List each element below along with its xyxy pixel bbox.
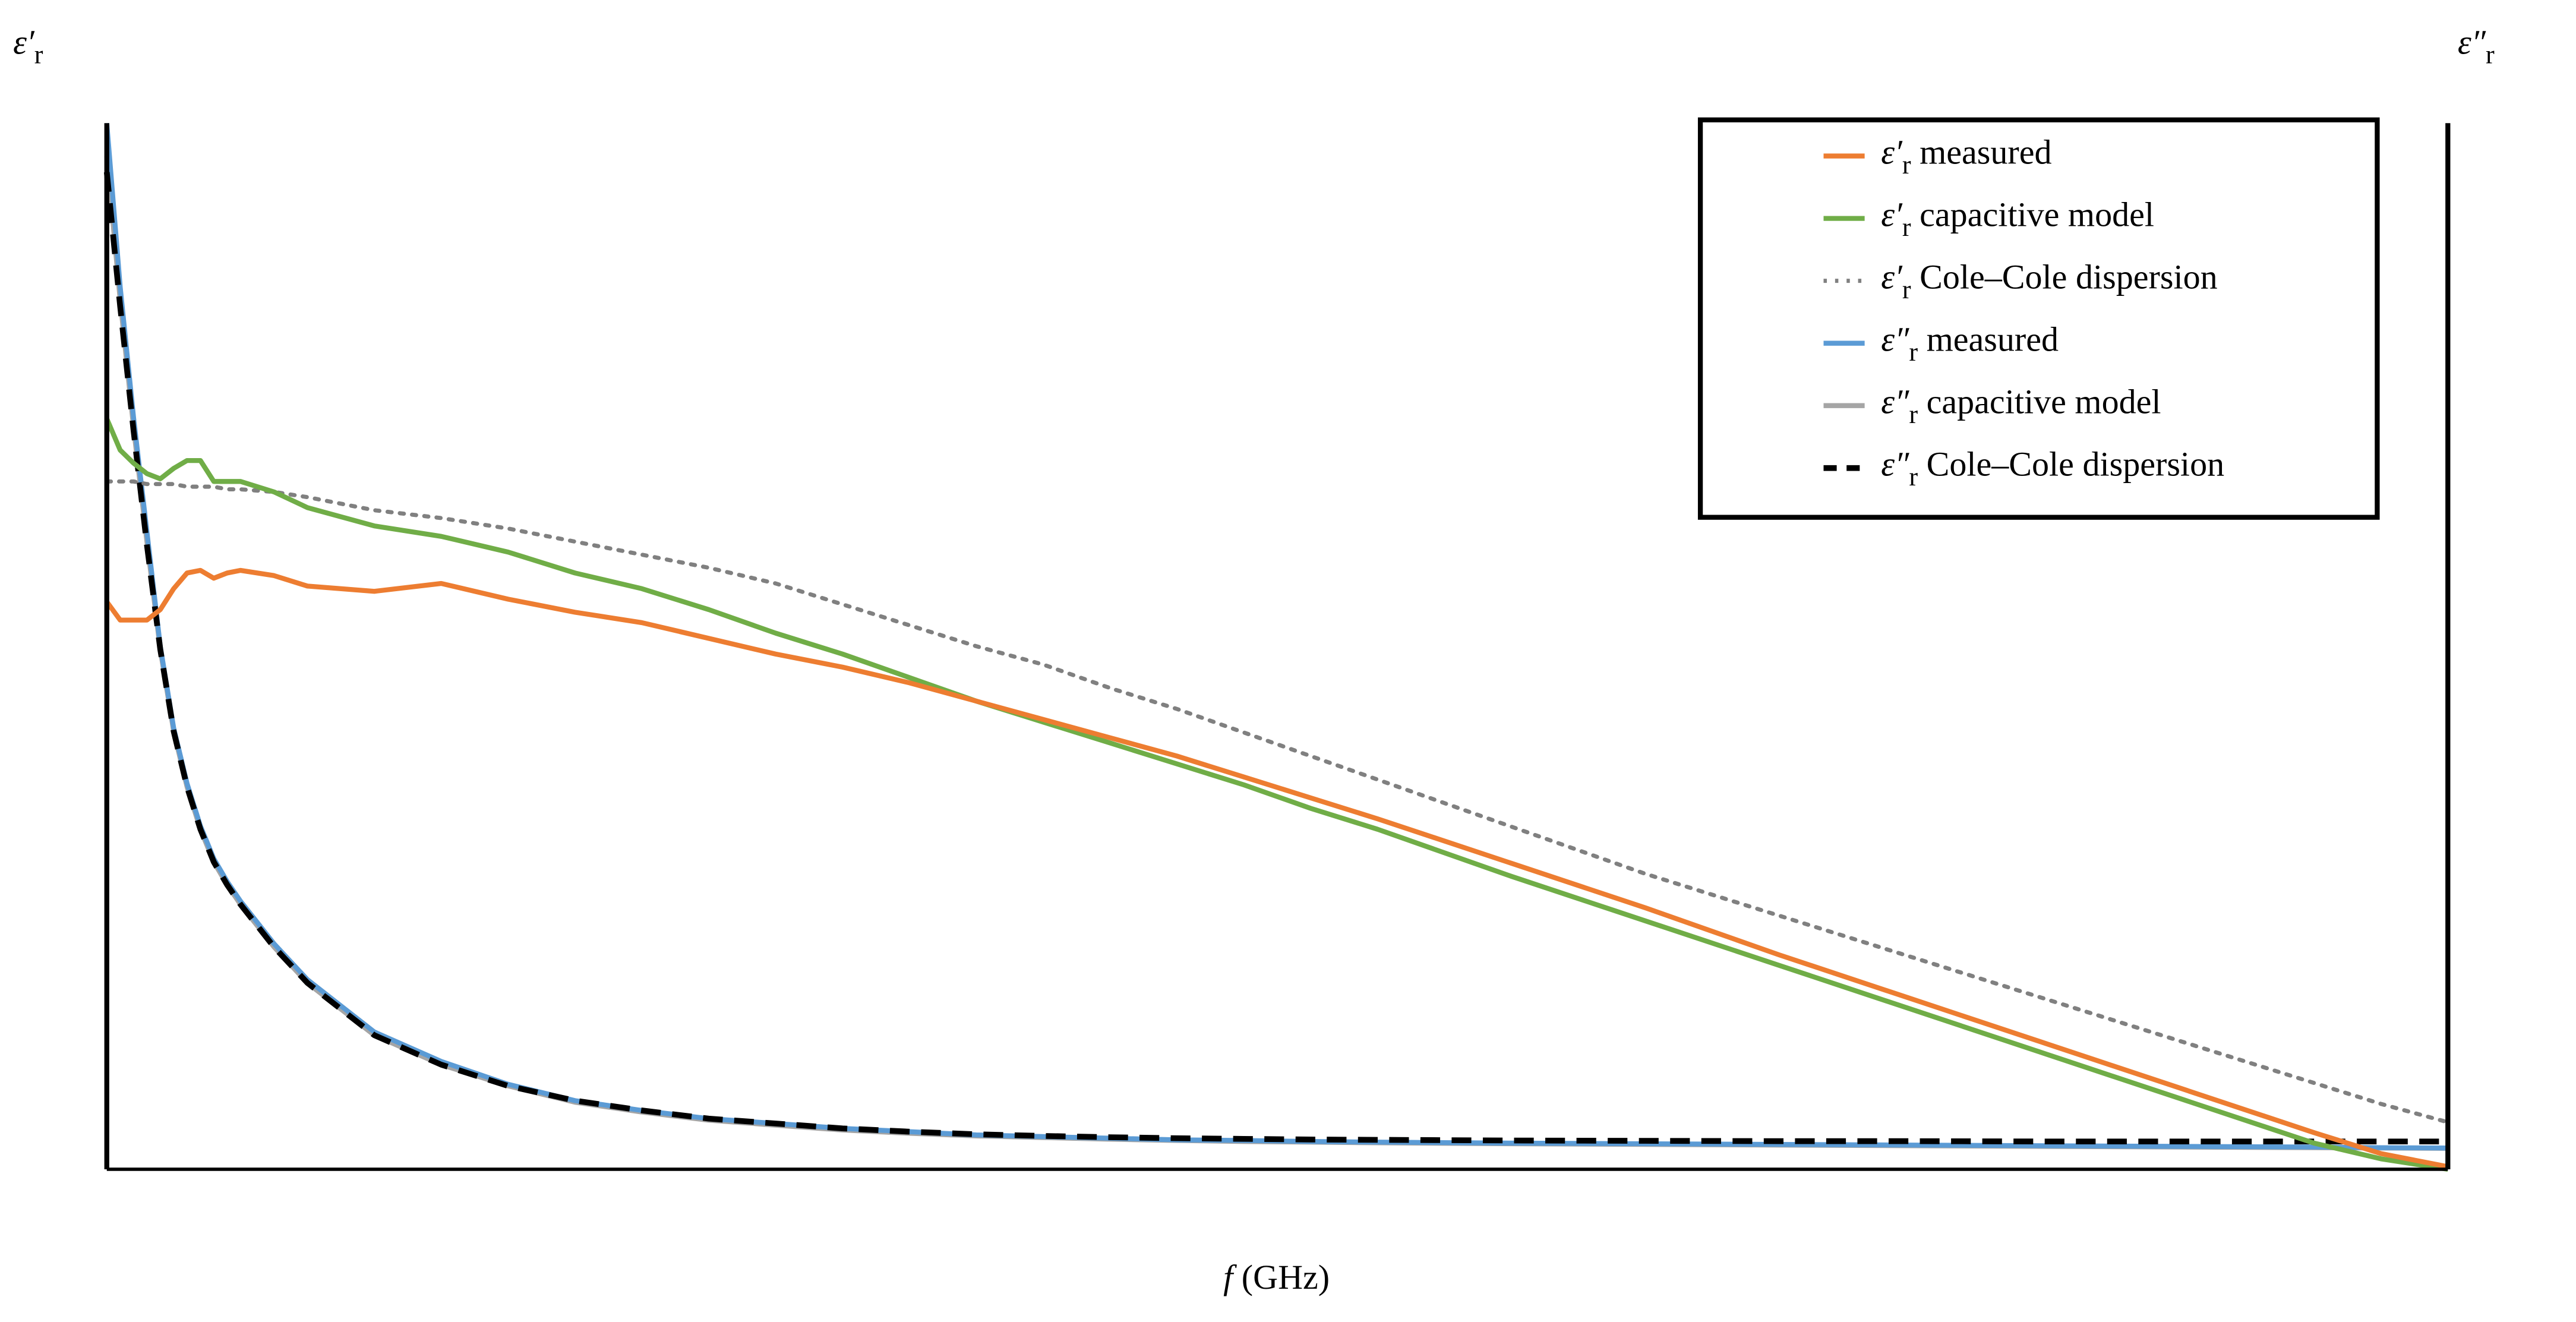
legend-label: ε″r measured: [1881, 320, 2059, 367]
legend-label: ε′r capacitive model: [1881, 195, 2154, 242]
legend-label: ε′r measured: [1881, 133, 2051, 179]
legend-label: ε′r Cole–Cole dispersion: [1881, 258, 2217, 304]
legend: ε′r measured ε′r capacitive model ε′r Cole…: [1697, 117, 2380, 520]
axes: ε′r ε″r f (GHz): [13, 23, 2495, 1296]
data-line: [105, 479, 2450, 1125]
data-line: [103, 172, 2448, 1145]
x-axis-title: f (GHz): [1223, 1258, 1330, 1296]
legend-label: ε″r capacitive model: [1881, 383, 2161, 429]
data-line: [105, 567, 2449, 1169]
legend-box: [1697, 117, 2380, 520]
data-line: [104, 418, 2448, 1172]
y2-axis-title: ε″r: [2458, 23, 2495, 70]
plot-area: [103, 122, 2450, 1172]
y-axis-title: ε′r: [13, 23, 43, 70]
legend-label: ε″r Cole–Cole dispersion: [1881, 445, 2224, 491]
